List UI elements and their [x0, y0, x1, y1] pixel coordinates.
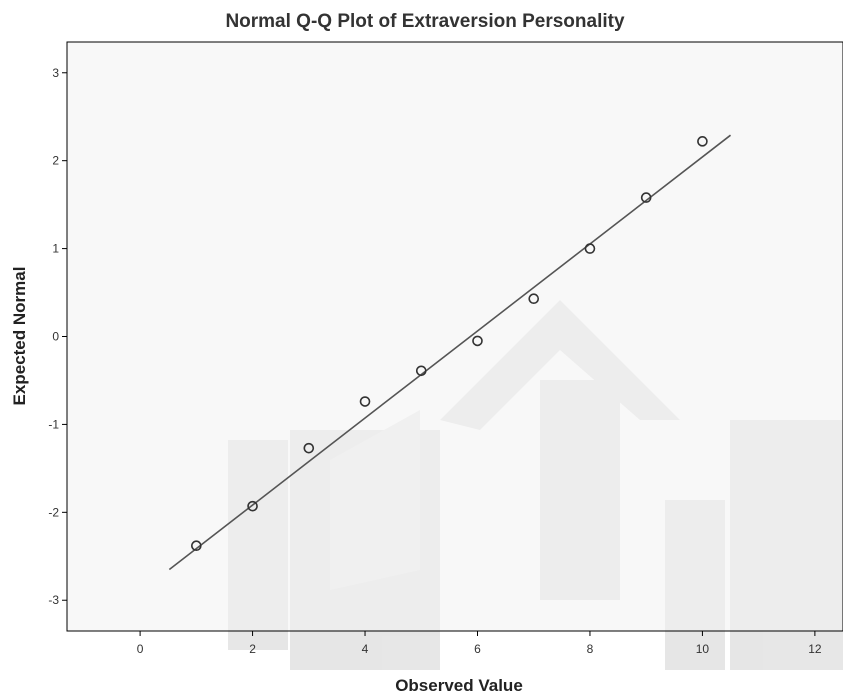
- data-points: [191, 136, 708, 552]
- reference-line: [168, 134, 732, 571]
- y-tick-label: 2: [52, 154, 59, 168]
- data-point: [359, 396, 371, 407]
- data-point: [640, 192, 652, 203]
- x-tick-label: 12: [808, 642, 822, 656]
- x-tick-label: 10: [696, 642, 710, 656]
- x-tick-label: 0: [137, 642, 144, 656]
- data-point: [528, 293, 540, 304]
- x-axis-ticks: 0 2 4 6 8 10 12: [137, 631, 822, 656]
- data-point: [584, 243, 596, 254]
- x-axis-label: Observed Value: [395, 676, 523, 695]
- x-tick-label: 4: [362, 642, 369, 656]
- y-tick-label: -1: [48, 417, 59, 431]
- y-tick-label: 0: [52, 330, 59, 344]
- data-point: [415, 365, 427, 377]
- y-axis-ticks: 3 2 1 0 -1 -2 -3: [48, 66, 67, 607]
- y-tick-label: 1: [52, 242, 59, 256]
- y-tick-label: -2: [48, 505, 59, 519]
- chart-title: Normal Q-Q Plot of Extraversion Personal…: [225, 11, 625, 32]
- data-point: [247, 500, 258, 512]
- y-axis-label: Expected Normal: [10, 267, 29, 406]
- data-point: [303, 442, 315, 454]
- reference-line-group: [168, 134, 732, 571]
- x-tick-label: 2: [249, 642, 256, 656]
- x-tick-label: 6: [474, 642, 481, 656]
- data-point: [191, 540, 202, 552]
- data-point: [697, 136, 708, 147]
- y-tick-label: -3: [48, 593, 59, 607]
- x-tick-label: 8: [587, 642, 594, 656]
- plot-area: [66, 41, 843, 632]
- y-tick-label: 3: [52, 66, 59, 80]
- data-point: [472, 335, 483, 347]
